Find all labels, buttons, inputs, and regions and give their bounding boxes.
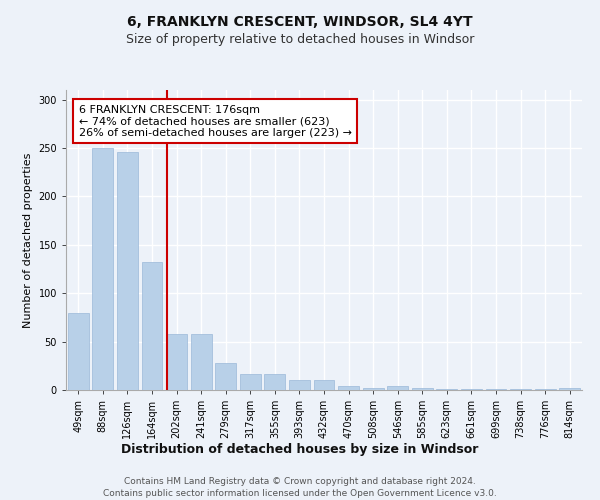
Bar — [166, 334, 187, 390]
Text: Size of property relative to detached houses in Windsor: Size of property relative to detached ho… — [126, 32, 474, 46]
Bar — [559, 388, 580, 390]
Bar — [436, 389, 457, 390]
Bar — [265, 374, 286, 390]
Bar — [338, 386, 359, 390]
Bar — [387, 386, 408, 390]
Bar — [510, 389, 531, 390]
Text: Distribution of detached houses by size in Windsor: Distribution of detached houses by size … — [121, 442, 479, 456]
Bar — [117, 152, 138, 390]
Bar — [314, 380, 334, 390]
Text: Contains HM Land Registry data © Crown copyright and database right 2024.: Contains HM Land Registry data © Crown c… — [124, 478, 476, 486]
Bar — [535, 389, 556, 390]
Bar — [68, 312, 89, 390]
Bar — [240, 374, 261, 390]
Bar — [289, 380, 310, 390]
Text: 6 FRANKLYN CRESCENT: 176sqm
← 74% of detached houses are smaller (623)
26% of se: 6 FRANKLYN CRESCENT: 176sqm ← 74% of det… — [79, 104, 352, 138]
Text: Contains public sector information licensed under the Open Government Licence v3: Contains public sector information licen… — [103, 489, 497, 498]
Bar — [362, 388, 383, 390]
Bar — [142, 262, 163, 390]
Bar — [461, 389, 482, 390]
Text: 6, FRANKLYN CRESCENT, WINDSOR, SL4 4YT: 6, FRANKLYN CRESCENT, WINDSOR, SL4 4YT — [127, 15, 473, 29]
Y-axis label: Number of detached properties: Number of detached properties — [23, 152, 33, 328]
Bar — [191, 334, 212, 390]
Bar — [92, 148, 113, 390]
Bar — [412, 388, 433, 390]
Bar — [215, 363, 236, 390]
Bar — [485, 389, 506, 390]
